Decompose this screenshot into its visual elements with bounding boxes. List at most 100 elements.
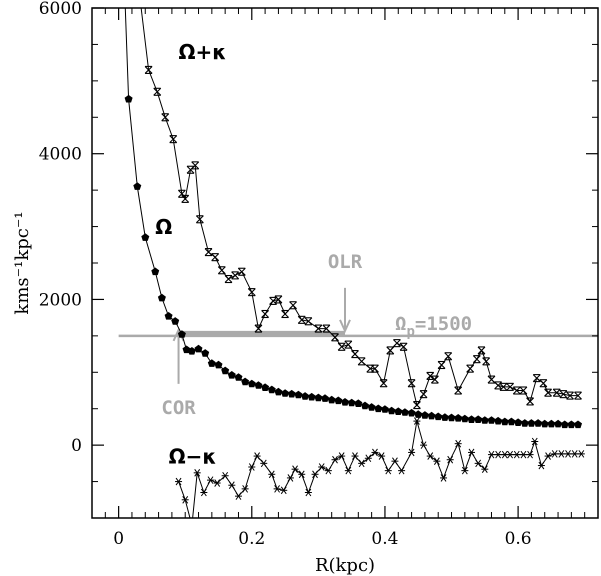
data-point-stroke — [413, 417, 420, 425]
data-point — [426, 452, 434, 460]
data-point-stroke — [248, 463, 255, 471]
pattern-speed-label-base: Ω — [395, 313, 406, 335]
data-point — [574, 391, 582, 400]
data-point — [507, 417, 516, 426]
data-point — [499, 382, 508, 391]
data-point — [379, 379, 388, 388]
data-point — [532, 374, 541, 383]
data-point — [201, 349, 210, 357]
data-point — [261, 383, 270, 391]
data-point — [274, 295, 283, 304]
data-point-stroke — [344, 340, 353, 349]
data-point-stroke — [437, 361, 446, 369]
data-point — [321, 394, 329, 402]
data-point — [322, 324, 331, 333]
data-point — [268, 470, 276, 479]
data-point-stroke — [475, 459, 482, 468]
data-point-stroke — [551, 450, 558, 458]
data-point — [241, 377, 250, 386]
data-point — [468, 448, 475, 457]
data-point — [544, 452, 552, 460]
cor-label: COR — [161, 397, 196, 419]
data-point — [494, 450, 502, 459]
data-point — [289, 301, 297, 310]
data-point — [260, 459, 268, 468]
data-point — [381, 405, 389, 413]
data-point-stroke — [274, 485, 280, 493]
data-point — [318, 463, 326, 471]
data-point — [513, 450, 521, 459]
data-point — [494, 416, 503, 425]
data-point — [440, 413, 449, 421]
data-point — [164, 312, 173, 320]
data-point — [537, 461, 545, 470]
data-point — [414, 410, 423, 418]
data-point — [420, 441, 428, 449]
data-point — [241, 485, 249, 493]
data-point-stroke — [499, 382, 508, 391]
data-point — [554, 419, 562, 428]
x-tick-label: 0 — [113, 529, 124, 549]
data-point — [506, 382, 515, 391]
data-point — [437, 360, 446, 370]
data-point-stroke — [274, 295, 283, 304]
data-point — [378, 452, 386, 460]
data-point-stroke — [507, 450, 514, 459]
data-point — [221, 366, 230, 375]
x-tick-label: 0.2 — [238, 529, 265, 549]
data-point-stroke — [365, 454, 372, 463]
data-point — [474, 415, 483, 423]
data-point-stroke — [211, 253, 220, 262]
data-point — [297, 315, 306, 324]
data-point-stroke — [520, 450, 527, 459]
data-point — [231, 271, 240, 280]
data-point — [194, 344, 203, 353]
data-point — [427, 411, 436, 420]
data-point-stroke — [426, 372, 435, 380]
data-point — [399, 342, 408, 351]
data-point — [253, 452, 261, 460]
data-point — [480, 416, 489, 424]
data-point-stroke — [281, 310, 289, 318]
data-point-stroke — [371, 364, 379, 373]
data-point — [454, 439, 462, 448]
data-point — [261, 309, 269, 319]
data-point — [301, 392, 309, 400]
data-point — [281, 309, 289, 319]
data-point — [506, 450, 514, 459]
data-point-stroke — [488, 450, 495, 459]
data-point-stroke — [269, 296, 277, 305]
data-point — [551, 450, 559, 458]
axes-layer — [91, 7, 599, 519]
data-point — [477, 346, 486, 355]
data-point — [213, 479, 221, 487]
data-point-stroke — [539, 379, 548, 388]
data-point — [413, 401, 421, 410]
data-point — [393, 339, 401, 348]
data-point-stroke — [268, 470, 275, 479]
data-point — [354, 399, 363, 407]
data-point — [526, 397, 534, 406]
data-point-stroke — [392, 457, 398, 465]
data-point-stroke — [487, 375, 496, 384]
data-point-stroke — [566, 391, 574, 400]
data-point — [204, 248, 213, 257]
data-point-stroke — [345, 466, 352, 475]
data-point — [384, 466, 392, 475]
series-layer — [124, 8, 585, 518]
data-point-stroke — [419, 390, 428, 399]
data-point — [387, 406, 396, 415]
data-point — [327, 395, 336, 404]
data-point — [567, 420, 576, 429]
pattern-speed-label-rest: =1500 — [415, 313, 472, 335]
data-point — [280, 486, 288, 495]
data-point — [133, 182, 142, 190]
data-point-stroke — [195, 215, 204, 224]
data-point-stroke — [261, 310, 269, 318]
data-point-stroke — [304, 317, 313, 326]
data-point — [460, 414, 469, 423]
data-point — [357, 357, 366, 366]
x-tick-label: 0.6 — [505, 529, 532, 549]
data-point — [487, 375, 496, 384]
data-point — [169, 135, 178, 144]
